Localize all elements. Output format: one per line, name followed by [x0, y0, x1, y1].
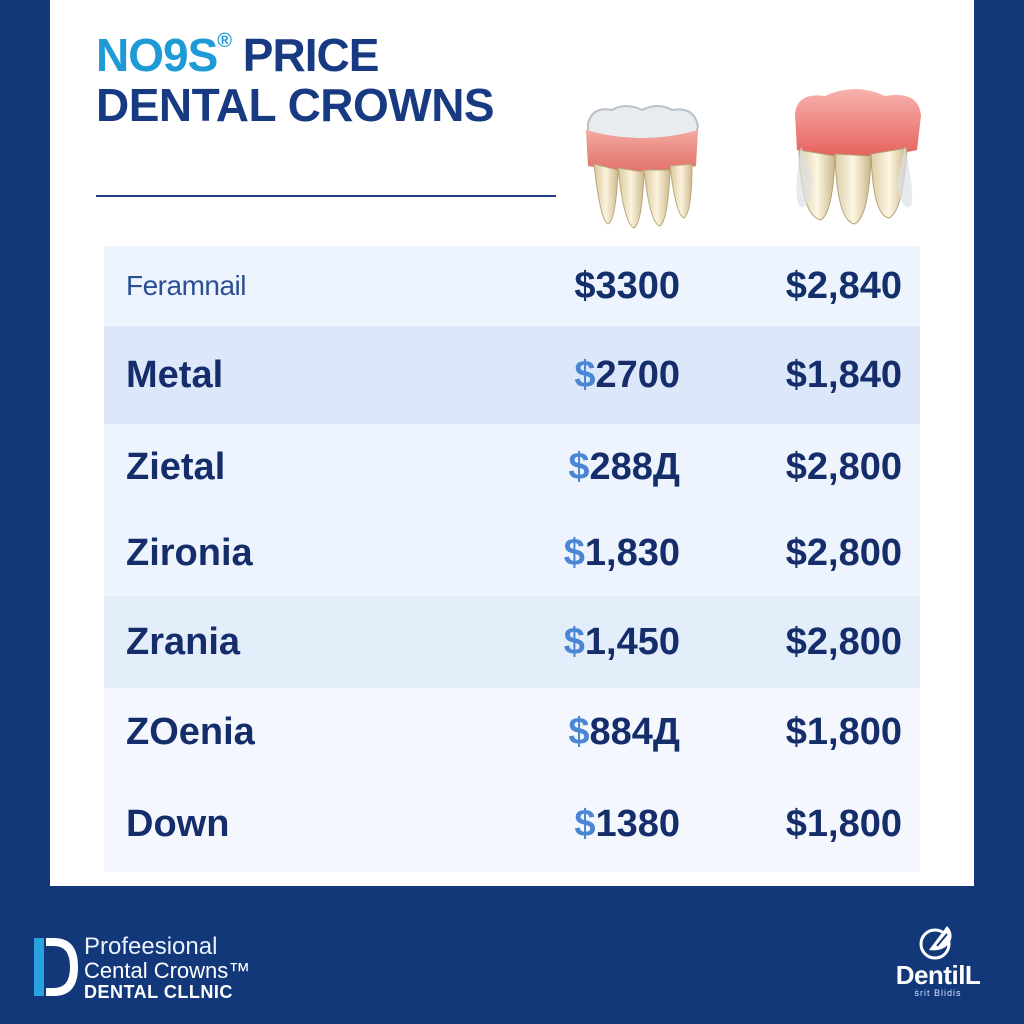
- table-row: Zironia $1,830 $2,800: [104, 510, 920, 596]
- dollar-symbol: $: [563, 620, 585, 663]
- table-row: Metal $2700 $1,840: [104, 326, 920, 424]
- price-column-2: $2,840: [785, 264, 902, 307]
- crown-type-label: Zironia: [126, 531, 253, 574]
- price-table: Feramnail $3300 $2,840 Metal $2700 $1,840 Ziet…: [104, 246, 920, 872]
- brand-name: NO9S®: [96, 29, 232, 81]
- price-column-1: $2700: [574, 354, 680, 397]
- dental-clinic-logo-icon: [34, 938, 78, 996]
- crown-type-label: Zrania: [126, 620, 241, 663]
- dollar-symbol: $: [574, 264, 596, 307]
- price-column-1: $884Д: [568, 711, 680, 754]
- price-column-1: $3300: [574, 265, 680, 308]
- price-column-2: $1,800: [785, 710, 902, 753]
- price-value: 1,830: [584, 531, 680, 574]
- crown-type-label: Metal: [126, 353, 224, 396]
- page-title: NO9S® PRICE: [96, 28, 380, 82]
- clinic-line-3: DENTAL CLLNIC: [84, 982, 233, 1002]
- price-column-2: $1,800: [785, 802, 902, 845]
- dentill-logo: DentilL ṡrit Blidis: [878, 920, 998, 1004]
- dollar-symbol: $: [563, 531, 585, 574]
- clinic-name: Profeesional Cental Crowns™ DENTAL CLLNI…: [84, 933, 251, 1003]
- price-column-1: $1380: [574, 803, 680, 846]
- dollar-symbol: $: [574, 802, 596, 845]
- title-divider: [96, 195, 556, 197]
- title-price: PRICE: [242, 29, 380, 81]
- tooth-crown-icon: [795, 89, 921, 225]
- table-row: Down $1380 $1,800: [104, 776, 920, 872]
- crown-type-label: Down: [126, 802, 230, 845]
- crown-type-label: ZOenia: [126, 710, 255, 753]
- crown-type-label: Feramnail: [126, 270, 246, 301]
- clinic-line-2: Cental Crowns™: [84, 958, 251, 983]
- price-column-2: $2,800: [785, 620, 902, 663]
- price-column-2: $2,800: [785, 445, 902, 488]
- table-row: ZOenia $884Д $1,800: [104, 688, 920, 776]
- dentill-logo-icon: [919, 926, 952, 960]
- table-row: Zrania $1,450 $2,800: [104, 596, 920, 688]
- dollar-symbol: $: [574, 353, 596, 396]
- page-subtitle: DENTAL CROWNS: [96, 79, 495, 131]
- price-column-2: $1,840: [785, 353, 902, 396]
- logo-name: DentilL: [895, 960, 981, 990]
- dollar-symbol: $: [568, 445, 590, 488]
- price-column-1: $288Д: [568, 446, 680, 489]
- price-value: 1,450: [584, 620, 680, 663]
- price-value: 3300: [595, 264, 680, 307]
- price-value: 288Д: [589, 445, 680, 488]
- crown-type-label: Zietal: [126, 445, 226, 488]
- dollar-symbol: $: [568, 710, 590, 753]
- table-row: Zietal $288Д $2,800: [104, 424, 920, 510]
- clinic-line-1: Profeesional: [84, 933, 218, 960]
- price-value: 884Д: [589, 710, 680, 753]
- price-value: 1380: [595, 802, 680, 845]
- price-column-1: $1,450: [564, 621, 680, 664]
- table-row: Feramnail $3300 $2,840: [104, 246, 920, 326]
- tooth-crown-icon: [586, 105, 700, 229]
- price-column-2: $2,800: [785, 531, 902, 574]
- price-value: 2700: [595, 353, 680, 396]
- logo-tagline: ṡrit Blidis: [914, 988, 962, 998]
- price-column-1: $1,830: [564, 532, 680, 575]
